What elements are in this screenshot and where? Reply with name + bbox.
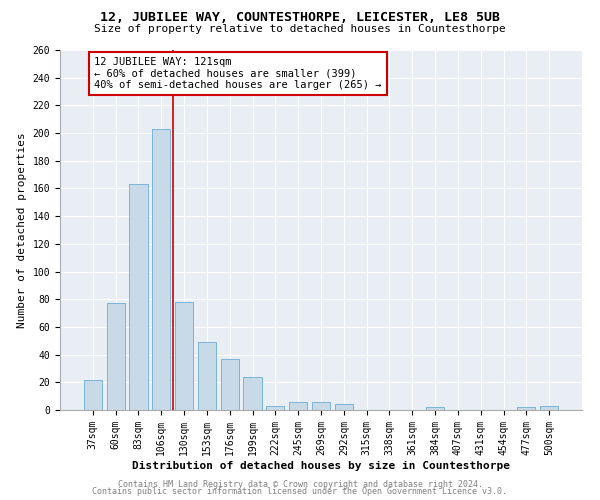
Bar (312, 402, 330, 410)
Text: 12, JUBILEE WAY, COUNTESTHORPE, LEICESTER, LE8 5UB: 12, JUBILEE WAY, COUNTESTHORPE, LEICESTE… (100, 11, 500, 24)
Bar (221, 359, 239, 410)
Bar (289, 402, 307, 410)
X-axis label: Distribution of detached houses by size in Countesthorpe: Distribution of detached houses by size … (132, 460, 510, 470)
Bar (426, 407, 444, 410)
Bar (130, 184, 148, 410)
Bar (84, 380, 102, 410)
Bar (517, 407, 535, 410)
Bar (175, 302, 193, 410)
Text: 12 JUBILEE WAY: 121sqm
← 60% of detached houses are smaller (399)
40% of semi-de: 12 JUBILEE WAY: 121sqm ← 60% of detached… (94, 57, 382, 90)
Bar (266, 406, 284, 410)
Bar (152, 129, 170, 410)
Text: Size of property relative to detached houses in Countesthorpe: Size of property relative to detached ho… (94, 24, 506, 34)
Bar (198, 342, 216, 410)
Bar (244, 377, 262, 410)
Bar (335, 404, 353, 410)
Bar (107, 304, 125, 410)
Text: Contains HM Land Registry data © Crown copyright and database right 2024.: Contains HM Land Registry data © Crown c… (118, 480, 482, 489)
Bar (540, 406, 558, 410)
Text: Contains public sector information licensed under the Open Government Licence v3: Contains public sector information licen… (92, 487, 508, 496)
Y-axis label: Number of detached properties: Number of detached properties (17, 132, 27, 328)
